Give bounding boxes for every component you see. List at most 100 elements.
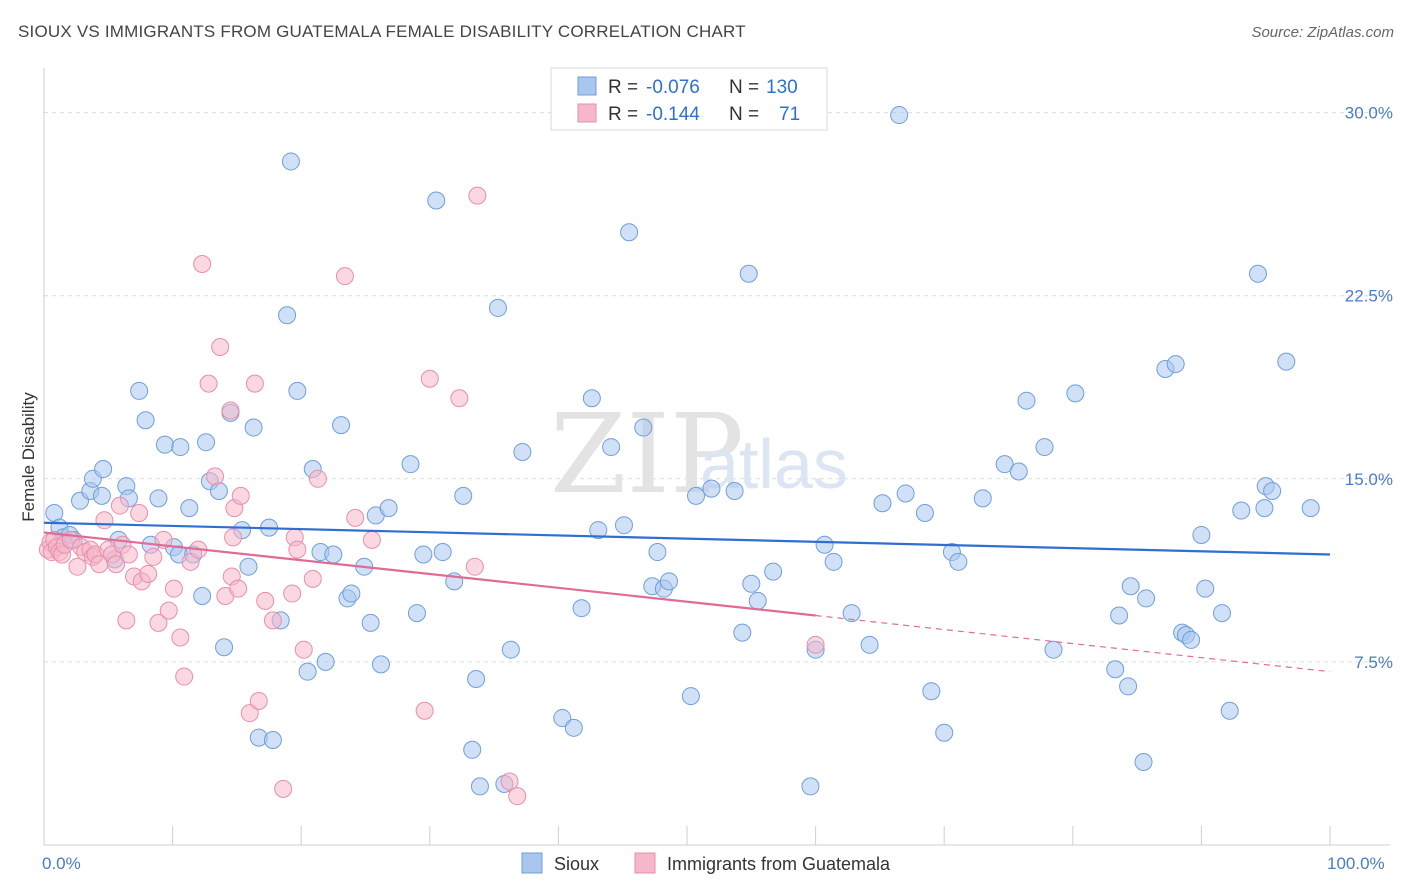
guatemala-point [308, 469, 327, 488]
sioux-point [155, 435, 174, 454]
sioux-point [1110, 606, 1129, 625]
guatemala-point [256, 591, 275, 610]
legend-r-value-1: -0.076 [646, 77, 700, 98]
sioux-point [949, 552, 968, 571]
guatemala-point [221, 401, 240, 420]
sioux-point [1009, 462, 1028, 481]
sioux-point [648, 543, 667, 562]
sioux-point [454, 486, 473, 505]
bottom-legend-swatch-guatemala [634, 852, 656, 874]
y-tick-label: 22.5% [1345, 287, 1393, 306]
guatemala-point [130, 503, 149, 522]
legend-box: R = -0.076 N = 130 R = -0.144 N = 71 [550, 67, 828, 131]
guatemala-point [211, 337, 230, 356]
sioux-point [215, 638, 234, 657]
sioux-point [427, 191, 446, 210]
x-ticks [43, 826, 1331, 845]
sioux-point [896, 484, 915, 503]
sioux-point [1134, 752, 1153, 771]
sioux-point [659, 572, 678, 591]
legend-n-label-2: N = [729, 104, 759, 125]
guatemala-point [144, 547, 163, 566]
sioux-point [1106, 660, 1125, 679]
sioux-point [342, 584, 361, 603]
sioux-point [239, 557, 258, 576]
guatemala-point [164, 579, 183, 598]
guatemala-point [335, 267, 354, 286]
y-tick-label: 7.5% [1354, 653, 1393, 672]
sioux-point [1044, 640, 1063, 659]
sioux-trend-line [43, 521, 1331, 556]
sioux-point [1248, 264, 1267, 283]
sioux-point [1196, 579, 1215, 598]
sioux-point [801, 777, 820, 796]
guatemala-point [362, 530, 381, 549]
grid-lines [44, 112, 1390, 663]
sioux-point [94, 460, 113, 479]
bottom-legend-label-guatemala: Immigrants from Guatemala [667, 854, 891, 874]
sioux-point [180, 499, 199, 518]
sioux-point [742, 574, 761, 593]
bottom-legend-swatch-sioux [521, 852, 543, 874]
x-tick-label-min: 0.0% [42, 854, 81, 873]
guatemala-point [450, 389, 469, 408]
sioux-point [193, 586, 212, 605]
sioux-point [687, 486, 706, 505]
sioux-point [324, 545, 343, 564]
y-tick-label: 30.0% [1345, 104, 1393, 123]
sioux-point [1255, 499, 1274, 518]
sioux-point [92, 486, 111, 505]
sioux-point [572, 599, 591, 618]
sioux-point [890, 106, 909, 125]
sioux-point [602, 438, 621, 457]
sioux-point [842, 604, 861, 623]
guatemala-point [193, 254, 212, 273]
sioux-point [1035, 438, 1054, 457]
y-tick-label: 15.0% [1345, 470, 1393, 489]
sioux-point [379, 499, 398, 518]
sioux-point [873, 494, 892, 513]
guatemala-point [508, 787, 527, 806]
sioux-point [298, 662, 317, 681]
sioux-point [197, 433, 216, 452]
sioux-point [1301, 499, 1320, 518]
guatemala-point [199, 374, 218, 393]
legend-r-label-2: R = [608, 104, 638, 125]
sioux-point [130, 381, 149, 400]
guatemala-point [139, 565, 158, 584]
sioux-point [263, 731, 282, 750]
sioux-point [681, 687, 700, 706]
sioux-point [922, 682, 941, 701]
watermark-atlas: atlas [700, 425, 848, 503]
x-tick-label-max: 100.0% [1327, 854, 1385, 873]
legend-swatch-sioux [577, 76, 597, 96]
sioux-point [620, 223, 639, 242]
trend-lines [43, 521, 1331, 673]
sioux-point [316, 652, 335, 671]
sioux-point [995, 455, 1014, 474]
chart-title: SIOUX VS IMMIGRANTS FROM GUATEMALA FEMAL… [18, 22, 746, 41]
sioux-point [824, 552, 843, 571]
guatemala-point [283, 584, 302, 603]
sioux-point [1121, 577, 1140, 596]
guatemala-point [500, 772, 519, 791]
sioux-point [470, 777, 489, 796]
sioux-point [748, 591, 767, 610]
guatemala-point [263, 611, 282, 630]
guatemala-point [249, 691, 268, 710]
sioux-point [1137, 589, 1156, 608]
guatemala-point [206, 467, 225, 486]
sioux-point [361, 613, 380, 632]
sioux-point [278, 306, 297, 325]
sioux-point [513, 442, 532, 461]
guatemala-point [346, 508, 365, 527]
sioux-point [1066, 384, 1085, 403]
guatemala-point [229, 579, 248, 598]
guatemala-point [294, 640, 313, 659]
guatemala-point [159, 601, 178, 620]
guatemala-point [415, 701, 434, 720]
legend-n-value-2: 71 [779, 104, 800, 125]
sioux-point [1220, 701, 1239, 720]
sioux-point [1182, 630, 1201, 649]
